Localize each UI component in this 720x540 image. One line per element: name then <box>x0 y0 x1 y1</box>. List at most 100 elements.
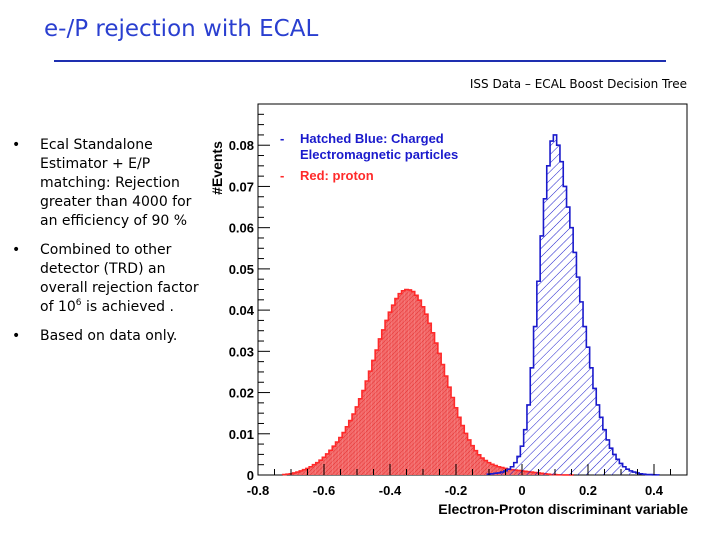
histogram-bin <box>546 165 551 475</box>
histogram-bin <box>625 469 630 475</box>
histogram-bin <box>401 290 405 475</box>
histogram-bin <box>457 417 461 475</box>
histogram-bin <box>378 338 382 475</box>
y-axis: 0 0.01 0.02 0.03 0.04 0.05 0.06 0.07 0.08 <box>229 103 270 483</box>
histogram-bin <box>497 466 501 475</box>
histogram-bin <box>566 207 570 475</box>
histogram-bin <box>500 467 504 475</box>
histogram-bin <box>385 320 389 475</box>
histogram-bin <box>444 376 448 475</box>
histogram-bin <box>592 388 597 475</box>
histogram-bin <box>332 446 336 475</box>
histogram-bin <box>292 472 296 475</box>
bullet-item: • Combined to other detector (TRD) an ov… <box>10 241 210 317</box>
histogram-bin <box>596 404 600 475</box>
histogram-bin <box>348 420 353 475</box>
histogram-bin <box>421 306 425 475</box>
histogram-bin <box>579 301 584 475</box>
histogram-bin <box>606 439 610 475</box>
histogram-bin <box>543 198 547 475</box>
histogram-bin <box>427 323 432 475</box>
bullet-text-superscript: 6 <box>75 298 82 308</box>
histogram-bin <box>576 277 580 475</box>
bullet-dot: • <box>12 137 21 153</box>
x-axis: -0.8 -0.6 -0.4 -0.2 0 0.2 0.4 <box>247 464 688 498</box>
histogram-bin <box>355 406 359 475</box>
histogram-bin <box>338 437 343 475</box>
histogram-bin <box>437 353 442 475</box>
histogram-bin <box>381 329 386 475</box>
bullet-text-start: Combined to other detector (TRD) an over… <box>40 242 199 315</box>
slide-title: e-/P rejection with ECAL <box>44 16 319 42</box>
histogram-bin <box>388 312 392 475</box>
legend-label: Hatched Blue: Charged <box>300 131 444 146</box>
x-tick-label: -0.4 <box>379 483 402 498</box>
histogram-bin <box>507 469 511 475</box>
histogram-bin <box>513 462 518 475</box>
histogram-bin <box>365 381 369 475</box>
histogram-outline <box>486 134 660 476</box>
histogram-bin <box>368 371 372 475</box>
histogram-bin <box>609 448 613 475</box>
bullet-item: • Ecal Standalone Estimator + E/P matchi… <box>10 136 210 231</box>
histogram-bin <box>434 343 438 475</box>
bullet-text: Based on data only. <box>40 328 178 344</box>
x-axis-label: Electron-Proton discriminant variable <box>438 501 688 517</box>
histogram-bin <box>629 470 633 475</box>
y-axis-label: #Events <box>209 141 225 195</box>
histogram-bin <box>599 417 603 475</box>
histogram-bin <box>480 458 485 475</box>
histogram-bin <box>309 466 313 475</box>
legend-dash: - <box>280 168 284 183</box>
bullet-dot: • <box>12 242 21 258</box>
histogram-bin <box>573 252 577 475</box>
histogram-bin <box>418 300 422 475</box>
histogram-bin <box>411 291 415 475</box>
legend-label: Electromagnetic particles <box>300 147 458 162</box>
histogram-bin <box>556 145 560 475</box>
y-tick-label: 0.08 <box>229 138 254 153</box>
histogram-bin <box>589 367 593 475</box>
histogram-bin <box>559 161 564 475</box>
histogram-bin <box>319 460 323 475</box>
histogram-bin <box>530 367 534 475</box>
histogram-bin <box>315 462 320 475</box>
histogram-bin <box>569 227 574 475</box>
bullet-item: • Based on data only. <box>10 327 210 346</box>
x-tick-label: 0 <box>518 483 525 498</box>
histogram-bin <box>586 347 590 475</box>
y-tick-label: 0.03 <box>229 344 254 359</box>
histogram-bin <box>563 186 567 475</box>
histogram-bin <box>295 472 300 475</box>
bullet-dot: • <box>12 328 21 344</box>
histogram-bin <box>510 466 514 475</box>
histogram-bin <box>477 454 481 475</box>
histogram-bin <box>391 305 395 475</box>
histogram-bin <box>487 462 491 475</box>
title-underline <box>54 60 666 62</box>
histogram-bin <box>441 364 445 475</box>
y-tick-label: 0.01 <box>229 427 254 442</box>
histogram-bin <box>431 332 435 475</box>
histogram-bin <box>484 460 488 475</box>
histogram-bin <box>414 295 419 475</box>
histogram-bin <box>302 469 306 475</box>
histogram-bin <box>490 464 494 475</box>
histogram-bin <box>460 425 465 475</box>
histogram-bin <box>500 472 504 475</box>
histogram-bin <box>342 432 346 475</box>
histogram-bin <box>612 454 617 475</box>
histogram-bin <box>497 472 501 475</box>
chart-subtitle: ISS Data – ECAL Boost Decision Tree <box>469 77 687 91</box>
histogram-bin <box>622 466 626 475</box>
histogram-bin <box>602 429 607 475</box>
y-tick-label: 0.04 <box>229 303 255 318</box>
bullet-text: Ecal Standalone Estimator + E/P matching… <box>40 137 192 229</box>
histogram-bin <box>523 429 527 475</box>
y-tick-label: 0 <box>247 468 254 483</box>
histogram-bin <box>325 453 329 475</box>
histogram-bin <box>493 465 498 475</box>
histogram-bin <box>454 407 458 475</box>
histogram-bin <box>464 433 468 475</box>
